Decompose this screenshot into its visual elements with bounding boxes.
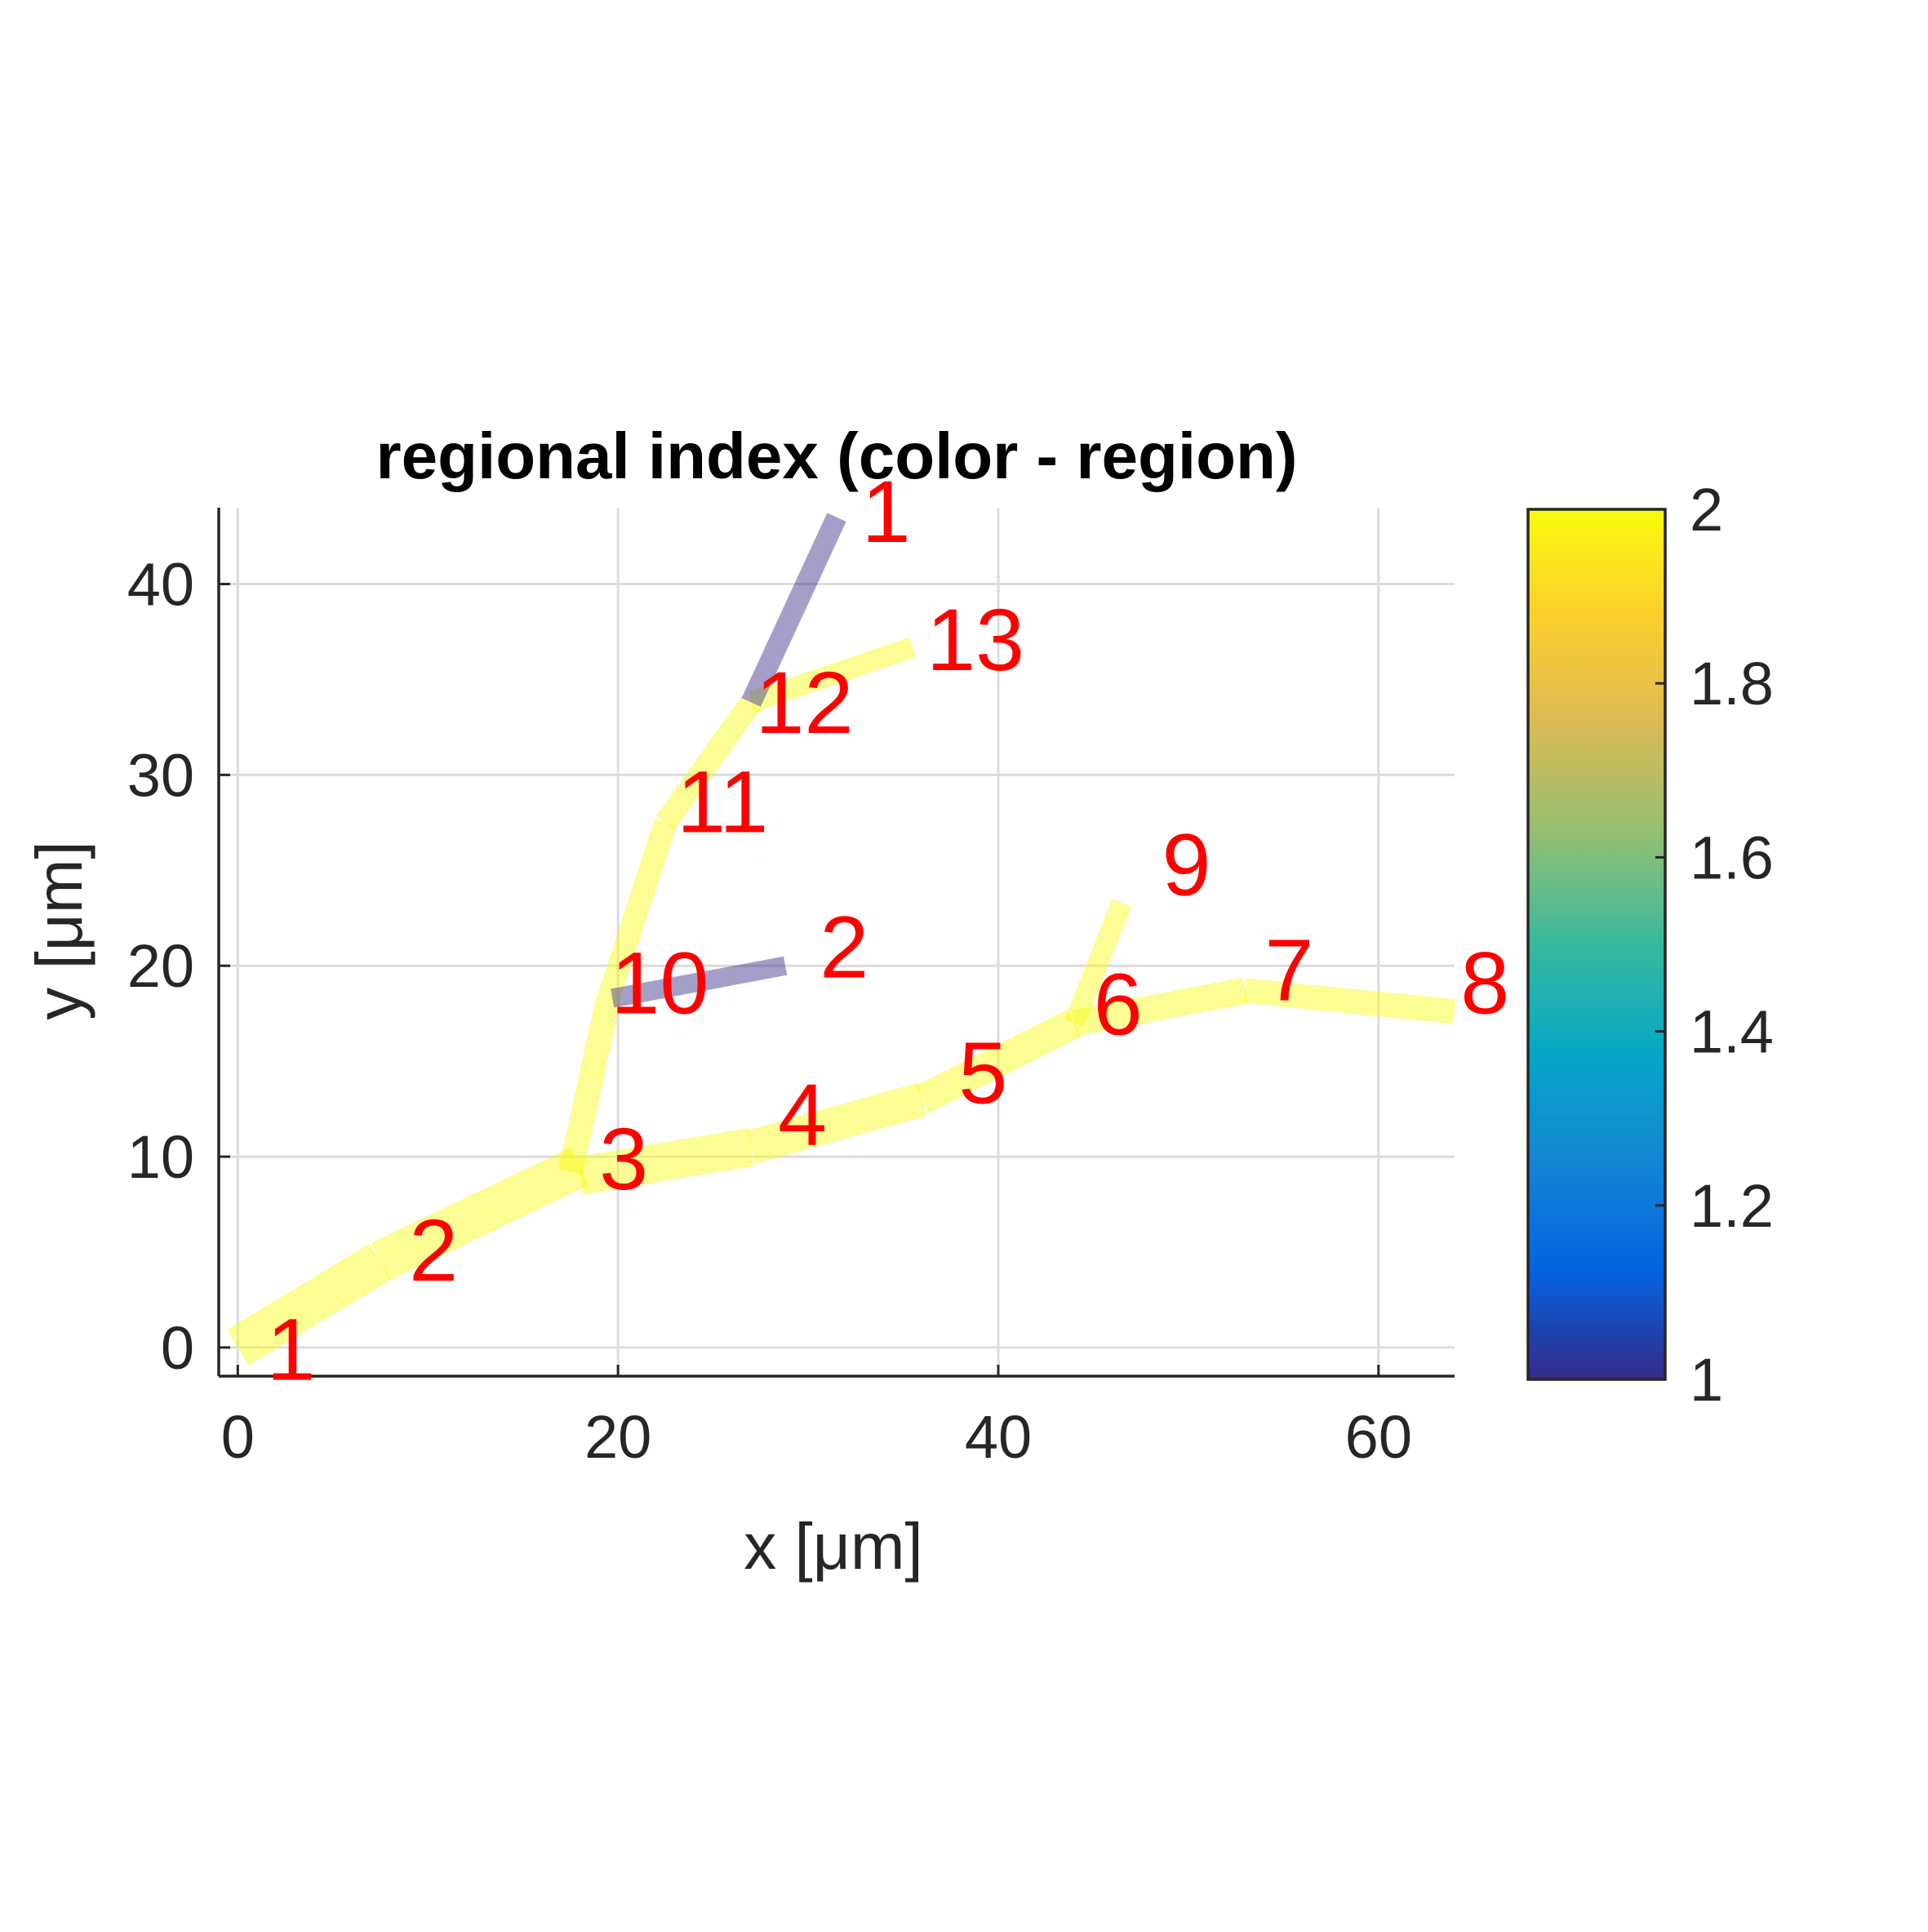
branch-segment-region-2 — [1244, 978, 1456, 1024]
y-tick-label: 40 — [127, 551, 194, 619]
branch-segment-region-2 — [1072, 977, 1248, 1037]
branch-segment-region-2 — [746, 1082, 927, 1164]
y-tick-label: 30 — [127, 741, 194, 809]
colorbar-tick-label: 1.2 — [1690, 1172, 1774, 1240]
branch-segment-region-2 — [915, 1009, 1082, 1113]
colorbar-tick-label: 1.8 — [1690, 650, 1774, 717]
chart-title: regional index (color - region) — [376, 420, 1298, 492]
segment-label: 1 — [266, 1300, 315, 1399]
x-tick-label: 60 — [1345, 1403, 1412, 1471]
grid-lines — [219, 508, 1455, 1376]
colorbar-tick-label: 1.6 — [1690, 824, 1774, 891]
segment-label: 12 — [755, 653, 853, 752]
segment-label: 6 — [1094, 954, 1143, 1053]
colorbar: 1 1.2 1.4 1.6 1.8 2 — [1526, 476, 1774, 1414]
branch-segment-region-2 — [598, 819, 677, 1002]
segment-label: 5 — [958, 1024, 1007, 1122]
segment-label: 1 — [862, 462, 911, 561]
segment-label: 13 — [926, 590, 1024, 689]
branch-segment-region-2 — [1064, 899, 1132, 1028]
segment-label: 10 — [611, 934, 709, 1033]
colorbar-tick-label: 1 — [1690, 1346, 1723, 1414]
branch-segment-region-2 — [227, 1243, 392, 1366]
colorbar-gradient — [1526, 508, 1667, 1381]
branch-segment-region-2 — [576, 1128, 755, 1195]
y-tick-label: 10 — [127, 1123, 194, 1191]
segment-label: 2 — [820, 897, 868, 996]
segment-label: 3 — [599, 1109, 648, 1208]
x-axis-label: x [μm] — [744, 1510, 922, 1583]
branch-segment-region-1 — [611, 956, 788, 1008]
segment-label: 9 — [1162, 815, 1211, 914]
colorbar-tick-label: 2 — [1690, 476, 1723, 544]
branch-segments — [227, 513, 1456, 1366]
branch-segment-region-2 — [558, 995, 621, 1175]
branch-segment-region-1 — [741, 513, 846, 707]
segment-label: 4 — [778, 1065, 827, 1164]
segment-label: 8 — [1460, 934, 1509, 1033]
x-tick-label: 40 — [965, 1403, 1032, 1471]
segment-label: 11 — [677, 753, 768, 851]
y-tick-label: 20 — [127, 932, 194, 1000]
colorbar-tick-label: 1.4 — [1690, 998, 1774, 1066]
x-tick-label: 0 — [221, 1403, 255, 1471]
x-tick-label: 20 — [584, 1403, 651, 1471]
y-axis-label: y [μm] — [23, 841, 96, 1019]
branch-segment-region-2 — [748, 637, 917, 713]
branch-segment-region-2 — [371, 1147, 589, 1281]
y-tick-label: 0 — [161, 1314, 194, 1382]
segment-label: 2 — [409, 1201, 458, 1299]
axes: 0 20 40 60 0 10 20 30 40 — [127, 508, 1455, 1471]
branch-segment-region-2 — [655, 695, 761, 829]
segment-label: 7 — [1264, 920, 1313, 1019]
